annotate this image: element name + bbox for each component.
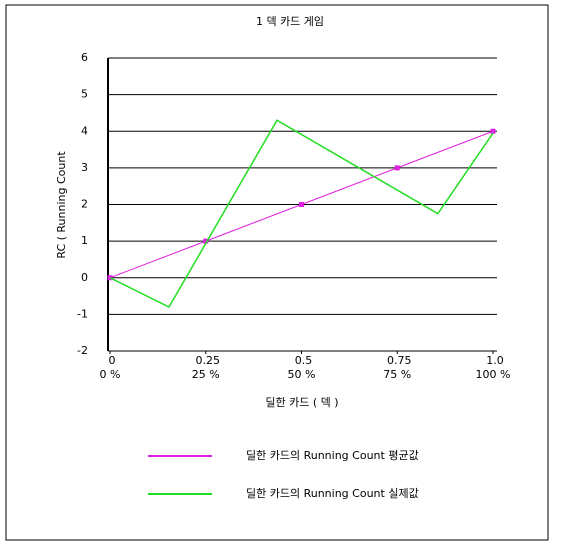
x-tick-sublabel: 75 % (383, 368, 411, 381)
marker (394, 165, 400, 171)
frame (5, 4, 549, 541)
x-tick-sublabel: 0 % (100, 368, 121, 381)
y-axis-label: RC ( Running Count (55, 151, 68, 259)
marker (203, 238, 209, 244)
y-tick-label: 1 (81, 234, 88, 247)
chart-title: 1 덱 카드 게임 (256, 15, 324, 28)
x-tick-sublabel: 50 % (288, 368, 316, 381)
marker (490, 128, 496, 134)
y-tick-label: 3 (81, 161, 88, 174)
x-tick-sublabel: 100 % (476, 368, 511, 381)
y-tick-label: 4 (81, 124, 88, 137)
x-tick-label: 0.5 (295, 354, 313, 367)
x-tick-label: 0.75 (387, 354, 412, 367)
x-tick-label: 0 (109, 354, 116, 367)
series-line (109, 119, 494, 309)
y-tick-label: -1 (77, 307, 88, 320)
y-tick-label: 5 (81, 88, 88, 101)
y-tick-label: -2 (77, 344, 88, 357)
legend-label: 딜한 카드의 Running Count 실제값 (246, 487, 419, 500)
y-tick-label: 2 (81, 198, 88, 211)
legend-label: 딜한 카드의 Running Count 평균값 (246, 449, 419, 462)
x-tick-label: 1.0 (486, 354, 504, 367)
x-tick-label: 0.25 (196, 354, 221, 367)
x-axis-label: 딜한 카드 ( 덱 ) (265, 396, 338, 409)
x-tick-sublabel: 25 % (192, 368, 220, 381)
marker (299, 202, 304, 207)
y-tick-label: 6 (81, 51, 88, 64)
y-tick-label: 0 (81, 271, 88, 284)
